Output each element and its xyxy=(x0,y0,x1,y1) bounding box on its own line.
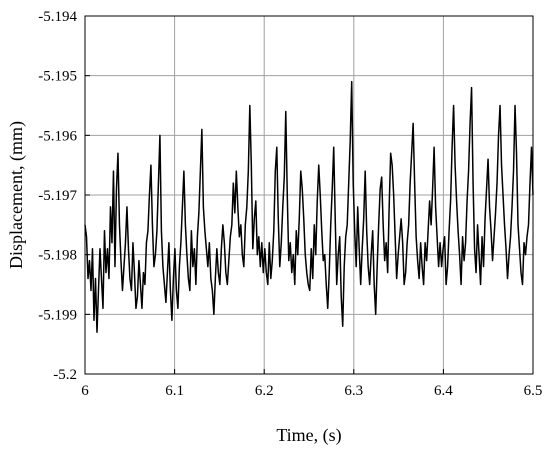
x-tick-label: 6.2 xyxy=(255,383,274,399)
series-group xyxy=(84,80,534,333)
series-line xyxy=(84,80,534,333)
x-axis: 6 6.1 6.2 6.3 6.4 6.5 xyxy=(81,369,542,399)
x-tick-label: 6.5 xyxy=(524,383,543,399)
y-axis-title: Displacement, (mm) xyxy=(6,121,27,269)
y-tick-label: -5.195 xyxy=(38,69,77,85)
y-tick-label: -5.198 xyxy=(38,248,77,264)
x-tick-label: 6.4 xyxy=(434,383,453,399)
x-tick-label: 6 xyxy=(81,383,89,399)
y-tick-label: -5.2 xyxy=(53,367,77,383)
y-tick-label: -5.196 xyxy=(38,128,77,144)
y-tick-label: -5.197 xyxy=(38,188,77,204)
x-tick-label: 6.1 xyxy=(165,383,184,399)
y-tick-label: -5.199 xyxy=(38,307,77,323)
y-axis: -5.194 -5.195 -5.196 -5.197 -5.198 -5.199 -5.2 xyxy=(38,9,90,383)
x-tick-label: 6.3 xyxy=(344,383,363,399)
y-tick-label: -5.194 xyxy=(38,9,77,25)
x-axis-title: Time, (s) xyxy=(276,425,341,446)
